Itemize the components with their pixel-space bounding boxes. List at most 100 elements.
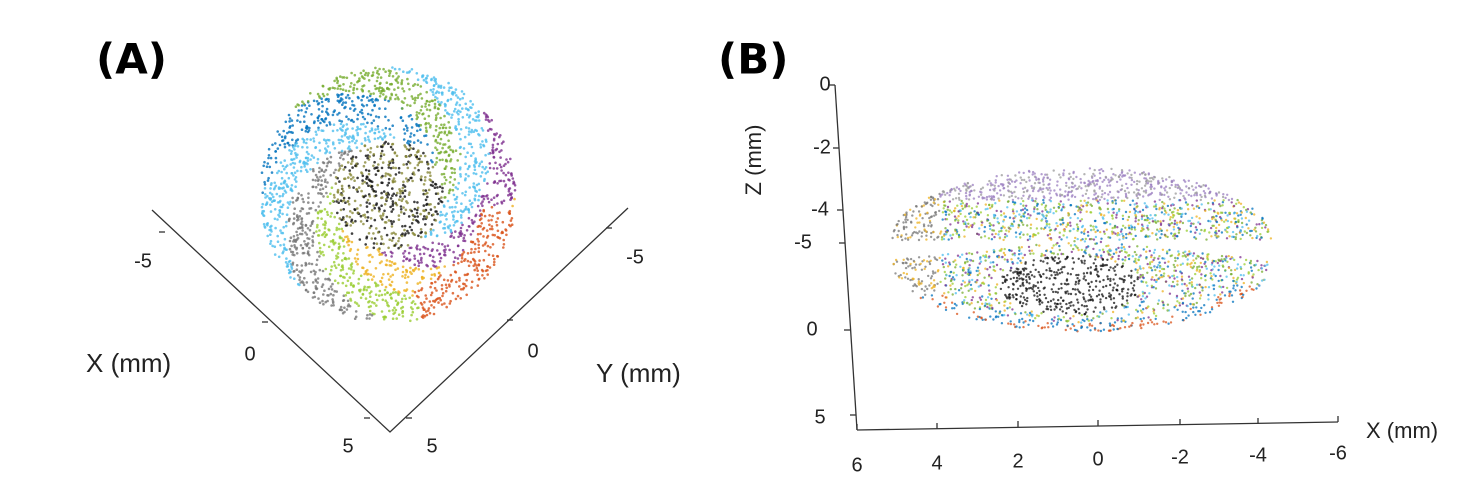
point: [1034, 268, 1037, 271]
point: [968, 279, 971, 282]
point: [384, 253, 388, 257]
point: [504, 228, 507, 231]
point: [267, 176, 270, 180]
point: [1052, 298, 1055, 301]
point: [1045, 173, 1049, 176]
point: [390, 222, 394, 225]
point: [489, 246, 492, 249]
point: [413, 263, 417, 267]
point: [1098, 172, 1102, 175]
point: [343, 306, 346, 310]
point: [420, 315, 424, 319]
point: [1240, 292, 1243, 296]
point: [422, 252, 426, 256]
point: [473, 187, 477, 190]
point: [1111, 217, 1114, 220]
point: [294, 185, 297, 188]
point: [382, 317, 386, 321]
point: [1007, 230, 1011, 233]
point: [388, 264, 392, 267]
point: [950, 301, 954, 304]
point: [338, 164, 342, 168]
point: [995, 299, 999, 302]
point: [278, 194, 282, 198]
point: [1250, 288, 1254, 291]
point: [365, 175, 369, 178]
point: [401, 275, 404, 278]
point: [484, 249, 487, 253]
point: [354, 164, 357, 167]
point: [437, 84, 441, 87]
point: [1123, 306, 1126, 309]
point: [316, 281, 319, 284]
point: [423, 301, 426, 304]
point: [284, 135, 287, 138]
point: [1026, 296, 1029, 300]
point: [1072, 177, 1075, 181]
point: [372, 242, 376, 245]
point: [301, 197, 305, 201]
point: [346, 153, 350, 156]
point: [377, 163, 380, 166]
point: [474, 111, 477, 115]
point: [925, 234, 928, 237]
point: [1198, 265, 1201, 268]
point: [964, 295, 967, 299]
point: [328, 202, 332, 205]
point: [972, 197, 976, 200]
point: [286, 201, 290, 204]
point: [499, 165, 503, 169]
point: [338, 217, 342, 220]
point: [367, 90, 371, 93]
point: [307, 196, 310, 200]
point: [1092, 225, 1095, 228]
point: [464, 205, 468, 209]
point: [312, 185, 315, 189]
point: [933, 289, 936, 292]
point: [1118, 233, 1121, 236]
point: [974, 289, 977, 293]
point: [1020, 197, 1023, 200]
point: [443, 205, 446, 208]
point: [471, 118, 475, 121]
point: [437, 271, 441, 275]
point: [444, 126, 448, 130]
point: [288, 120, 291, 123]
point: [1002, 186, 1006, 190]
point: [328, 121, 331, 124]
point: [1012, 220, 1016, 223]
point: [1014, 231, 1018, 234]
point: [434, 128, 438, 132]
point: [1162, 272, 1166, 275]
point: [1072, 170, 1075, 174]
point: [377, 115, 381, 119]
point: [1009, 227, 1012, 231]
point: [275, 192, 279, 196]
point: [366, 216, 370, 219]
point: [1112, 301, 1116, 305]
point: [1038, 212, 1041, 215]
point: [276, 147, 280, 150]
point: [1221, 260, 1225, 263]
point: [1163, 213, 1166, 216]
point: [334, 266, 338, 270]
point: [333, 196, 336, 199]
point: [1101, 180, 1104, 183]
point: [321, 299, 324, 303]
point: [1187, 179, 1191, 182]
point: [345, 308, 349, 311]
point: [1211, 224, 1214, 227]
point: [408, 88, 411, 91]
point: [405, 155, 408, 158]
point: [341, 264, 344, 267]
point: [1028, 275, 1031, 279]
point: [487, 152, 491, 156]
point: [353, 208, 357, 212]
point: [368, 195, 372, 198]
point: [1148, 292, 1151, 295]
point: [428, 178, 432, 181]
point: [954, 266, 957, 269]
point: [316, 92, 320, 96]
point: [1018, 249, 1021, 252]
point: [1131, 287, 1135, 290]
